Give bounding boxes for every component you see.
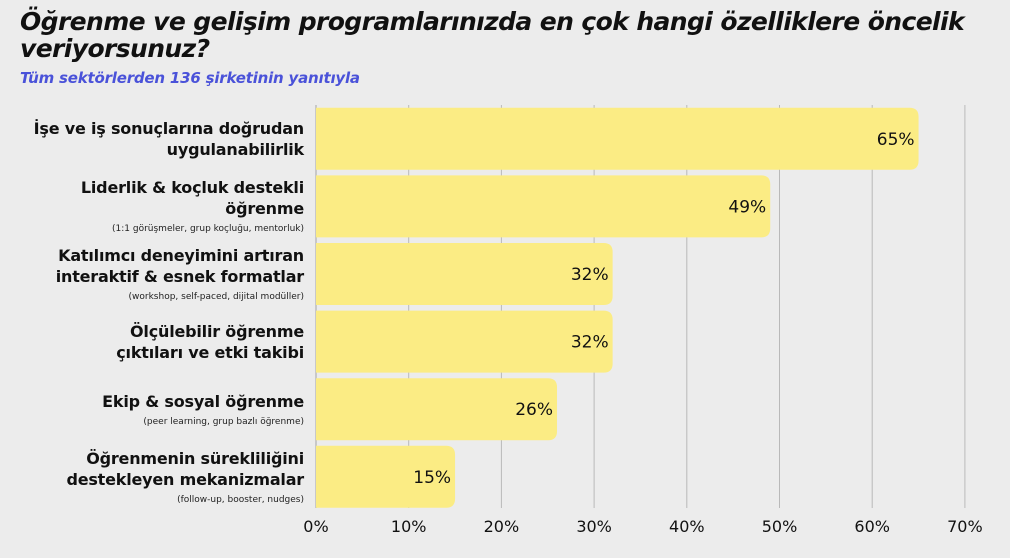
chart-title: Öğrenme ve gelişim programlarınızda en ç… bbox=[20, 7, 965, 63]
bar bbox=[316, 175, 771, 238]
x-tick-label: 10% bbox=[391, 517, 427, 536]
x-tick-label: 30% bbox=[576, 517, 612, 536]
category-label: Katılımcı deneyimini artıran interaktif &… bbox=[56, 245, 304, 303]
category-sublabel: (follow-up, booster, nudges) bbox=[177, 494, 304, 505]
grid-lines bbox=[315, 105, 966, 508]
bar-value-label: 32% bbox=[571, 333, 609, 353]
category-label-line: Ölçülebilir öğrenme bbox=[130, 321, 304, 341]
category-label-line: çıktıları ve etki takibi bbox=[116, 342, 304, 362]
x-tick-label: 0% bbox=[303, 517, 328, 536]
category-label: Ölçülebilir öğrenme çıktıları ve etki tak… bbox=[116, 321, 304, 363]
category-label-line: uygulanabilirlik bbox=[166, 139, 305, 159]
category-label: Ekip & sosyal öğrenme (peer learning, gru… bbox=[102, 391, 304, 428]
chart-subtitle: Tüm sektörlerden 136 şirketinin yanıtıyl… bbox=[20, 69, 360, 87]
x-tick-label: 70% bbox=[947, 517, 983, 536]
category-label: İşe ve iş sonuçlarına doğrudan uygulanabi… bbox=[33, 118, 305, 160]
category-sublabel: (peer learning, grup bazlı öğrenme) bbox=[143, 416, 304, 427]
category-label: Liderlik & koçluk destekli öğrenme (1:1 gö… bbox=[81, 177, 304, 235]
category-label-line: interaktif & esnek formatlar bbox=[55, 267, 304, 286]
category-label-line: Liderlik & koçluk destekli bbox=[80, 178, 304, 198]
category-label-line: Öğrenmenin sürekliliğini bbox=[86, 448, 304, 468]
bar bbox=[316, 243, 613, 305]
category-label-line: Ekip & sosyal öğrenme bbox=[102, 391, 304, 411]
x-tick-label: 50% bbox=[762, 517, 798, 536]
value-labels: 65% 49% 32% 32% 26% 15% bbox=[413, 130, 914, 488]
bar-value-label: 65% bbox=[877, 130, 915, 150]
bar bbox=[316, 107, 919, 170]
category-label: Öğrenmenin sürekliliğini destekleyen meka… bbox=[66, 448, 304, 506]
bar bbox=[316, 378, 558, 441]
category-sublabel: (workshop, self-paced, dijital modüller) bbox=[128, 292, 304, 302]
bar-value-label: 26% bbox=[515, 400, 553, 420]
bar bbox=[316, 310, 613, 373]
x-tick-label: 20% bbox=[484, 517, 520, 536]
category-label-line: öğrenme bbox=[225, 199, 304, 219]
bar bbox=[316, 445, 456, 508]
bar-value-label: 49% bbox=[728, 197, 766, 217]
x-tick-label: 60% bbox=[854, 517, 890, 536]
category-label-line: İşe ve iş sonuçlarına doğrudan bbox=[33, 118, 305, 138]
category-sublabel: (1:1 görüşmeler, grup koçluğu, mentorluk… bbox=[112, 224, 304, 235]
category-label-line: Katılımcı deneyimini artıran bbox=[58, 246, 304, 265]
category-label-line: destekleyen mekanizmalar bbox=[66, 469, 304, 489]
x-axis-tick-labels: 0% 10% 20% 30% 40% 50% 60% 70% bbox=[303, 517, 982, 536]
bar-value-label: 15% bbox=[413, 468, 451, 488]
x-tick-label: 40% bbox=[669, 517, 705, 536]
bar-value-label: 32% bbox=[571, 265, 609, 285]
bars bbox=[316, 107, 919, 508]
